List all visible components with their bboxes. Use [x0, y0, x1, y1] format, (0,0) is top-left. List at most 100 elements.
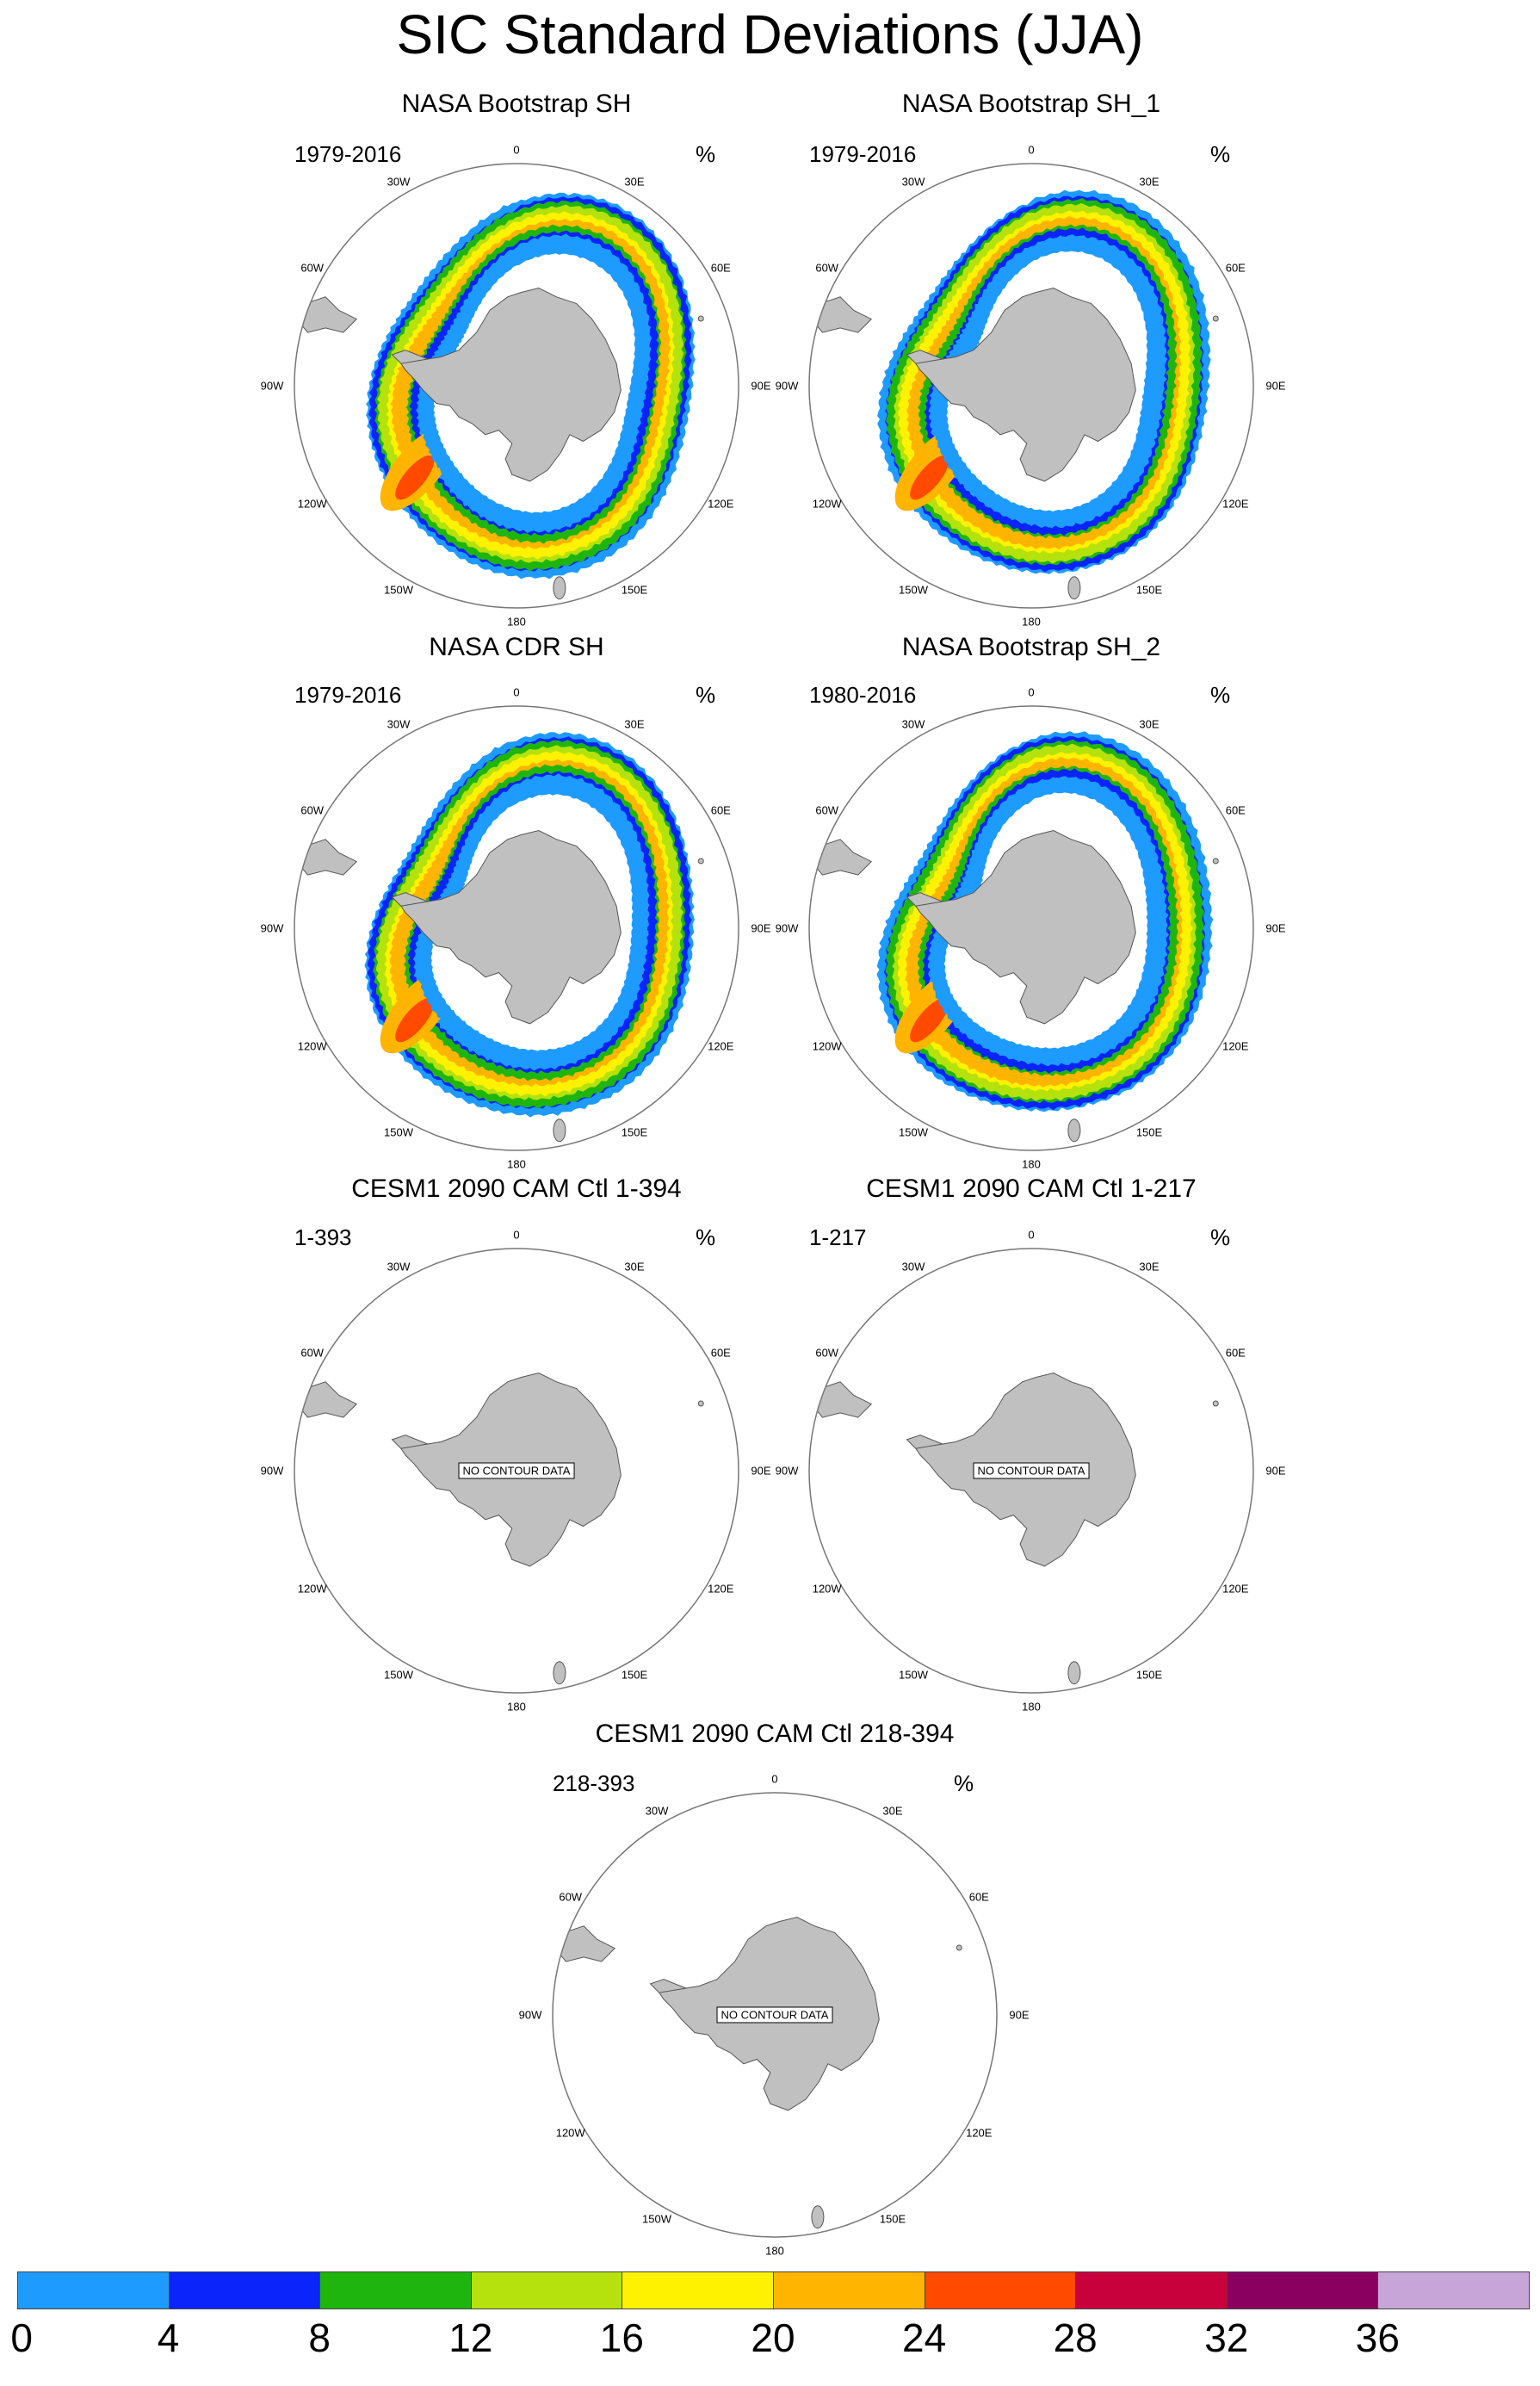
longitude-label: 60E: [710, 261, 731, 275]
longitude-label: 60E: [1225, 1346, 1246, 1360]
panel-period-label: 1979-2016: [294, 141, 402, 167]
panel-title: CESM1 2090 CAM Ctl 218-394: [595, 1720, 955, 1748]
longitude-label: 180: [765, 2244, 784, 2258]
colorbar-swatch: [1226, 2271, 1379, 2309]
longitude-label: 0: [771, 1772, 778, 1786]
colorbar-tick-label: 28: [1053, 2315, 1098, 2360]
island-land: [697, 315, 704, 322]
longitude-label: 120W: [812, 497, 842, 511]
peninsula-land: [649, 1979, 688, 1993]
longitude-label: 150E: [621, 583, 648, 597]
longitude-label: 120W: [297, 497, 327, 511]
longitude-label: 30E: [624, 717, 645, 731]
panel-units-label: %: [696, 1224, 716, 1250]
no-contour-data-label: NO CONTOUR DATA: [458, 1462, 575, 1479]
map-field: [296, 1372, 704, 1685]
colorbar-swatch: [1075, 2271, 1228, 2309]
peninsula-land: [391, 892, 430, 907]
map-boundary-circle: [294, 705, 739, 1151]
colorbar-swatch: [470, 2271, 623, 2309]
longitude-label: 60W: [300, 1346, 325, 1360]
map-field: [296, 732, 704, 1143]
island-land: [1212, 858, 1219, 865]
longitude-label: 120W: [297, 1582, 327, 1596]
longitude-label: 60W: [559, 1890, 583, 1904]
panel-title: NASA Bootstrap SH_2: [901, 633, 1161, 661]
antarctica-land: [915, 829, 1136, 1025]
longitude-label: 30E: [1139, 1260, 1160, 1274]
new-zealand-land: [1067, 1119, 1081, 1143]
longitude-label: 60W: [300, 261, 325, 275]
map-field: [811, 731, 1219, 1143]
colorbar-swatch: [168, 2271, 321, 2309]
longitude-label: 90W: [775, 921, 799, 935]
longitude-label: 150W: [642, 2212, 671, 2226]
longitude-label: 30E: [882, 1804, 903, 1818]
sic-peak-patch: [910, 455, 949, 500]
longitude-label: 150E: [1135, 583, 1163, 597]
longitude-label: 90E: [1009, 2008, 1030, 2022]
longitude-label: 120E: [1222, 1039, 1249, 1053]
longitude-label: 180: [507, 1700, 526, 1714]
panel-units-label: %: [696, 141, 716, 167]
longitude-label: 60E: [1225, 261, 1246, 275]
longitude-label: 30W: [645, 1804, 669, 1818]
map-panel-bootstrap_sh: [294, 163, 739, 609]
map-boundary-circle: [808, 163, 1254, 609]
map-boundary-circle: [294, 163, 739, 609]
panel-period-label: 218-393: [553, 1770, 635, 1796]
longitude-label: 120E: [708, 1039, 734, 1053]
peninsula-land: [391, 1435, 430, 1449]
colorbar-tick-label: 24: [902, 2315, 947, 2360]
colorbar-tick-label: 16: [599, 2315, 644, 2360]
map-boundary-circle: [808, 1248, 1254, 1694]
longitude-label: 150E: [879, 2212, 906, 2226]
longitude-label: 150E: [1135, 1668, 1163, 1682]
colorbar-swatch: [1377, 2271, 1530, 2309]
panel-units-label: %: [1210, 141, 1231, 167]
longitude-label: 90W: [775, 379, 799, 393]
longitude-label: 0: [1028, 143, 1035, 157]
longitude-label: 30E: [1139, 717, 1160, 731]
antarctica-land: [915, 287, 1136, 482]
new-zealand-land: [553, 1661, 566, 1685]
map-panel-bootstrap_sh_1: [808, 163, 1254, 609]
longitude-label: 180: [1022, 1157, 1041, 1171]
longitude-label: 120E: [966, 2126, 993, 2140]
longitude-label: 150W: [899, 1668, 928, 1682]
longitude-label: 150W: [384, 583, 413, 597]
colorbar-tick-label: 4: [157, 2315, 180, 2360]
longitude-label: 0: [513, 685, 520, 699]
peninsula-land: [906, 892, 944, 907]
colorbar-swatch: [622, 2271, 774, 2309]
sic-peak-patch: [910, 997, 949, 1043]
panel-title: NASA Bootstrap SH: [401, 90, 632, 118]
longitude-label: 60E: [710, 803, 731, 817]
longitude-label: 90E: [751, 1464, 771, 1478]
panel-title: CESM1 2090 CAM Ctl 1-394: [351, 1174, 682, 1203]
longitude-label: 90E: [1265, 921, 1286, 935]
map-boundary-circle: [552, 1792, 998, 2238]
colorbar-swatch: [924, 2271, 1077, 2309]
longitude-label: 30E: [624, 1260, 645, 1274]
panel-units-label: %: [1210, 682, 1231, 708]
colorbar-tick-label: 12: [448, 2315, 493, 2360]
map-boundary-circle: [808, 705, 1254, 1151]
longitude-label: 150E: [621, 1668, 648, 1682]
map-boundary-circle: [294, 1248, 739, 1694]
longitude-label: 180: [1022, 1700, 1041, 1714]
longitude-label: 120W: [297, 1039, 327, 1053]
longitude-label: 30W: [901, 175, 925, 189]
panel-title: NASA Bootstrap SH_1: [901, 90, 1161, 118]
longitude-label: 90W: [518, 2008, 542, 2022]
panel-units-label: %: [954, 1770, 974, 1796]
peninsula-land: [906, 1435, 944, 1449]
longitude-label: 120E: [708, 1582, 734, 1596]
colorbar-swatch: [773, 2271, 925, 2309]
island-land: [1212, 1400, 1219, 1407]
map-field: [554, 1916, 962, 2229]
longitude-label: 90W: [775, 1464, 799, 1478]
map-field: [811, 189, 1219, 600]
